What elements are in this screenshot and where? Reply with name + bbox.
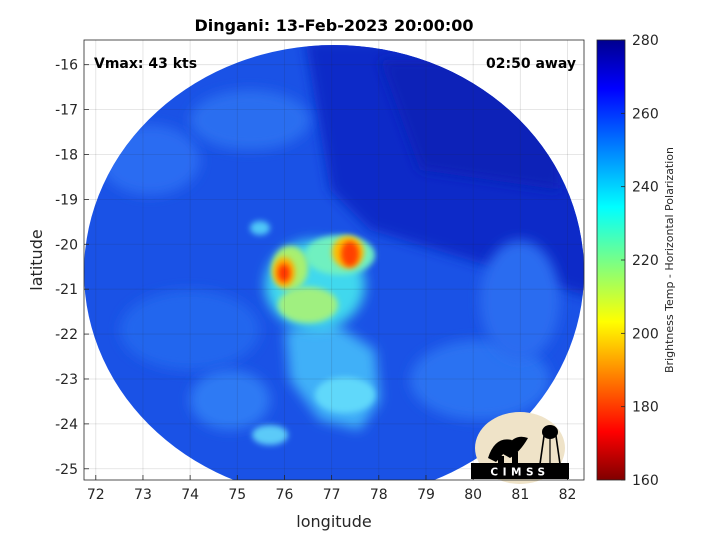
colorbar-tick-label: 220 <box>632 253 659 269</box>
x-tick-labels: 72 73 74 75 76 77 78 79 80 81 82 <box>87 487 577 503</box>
y-axis-label: latitude <box>27 229 46 290</box>
y-tick-label: -25 <box>55 462 78 478</box>
y-tick-label: -21 <box>55 282 78 298</box>
x-axis-label: longitude <box>296 512 371 531</box>
colorbar-ticks: 160 180 200 220 240 260 280 <box>621 33 659 489</box>
x-tick-label: 76 <box>276 487 294 503</box>
x-tick-label: 82 <box>559 487 577 503</box>
colorbar-label: Brightness Temp - Horizontal Polarizatio… <box>663 147 676 373</box>
x-tick-label: 74 <box>181 487 199 503</box>
y-tick-label: -17 <box>55 103 78 119</box>
colorbar-tick-label: 280 <box>632 33 659 49</box>
colorbar-tick-label: 180 <box>632 400 659 416</box>
colorbar-tick-label: 260 <box>632 106 659 122</box>
x-tick-label: 75 <box>228 487 246 503</box>
y-tick-label: -22 <box>55 327 78 343</box>
microwave-swath <box>84 45 584 480</box>
cimss-logo: CIMSS <box>471 412 569 484</box>
colorbar-tick-label: 200 <box>632 326 659 342</box>
colorbar-tick-label: 240 <box>632 180 659 196</box>
y-tick-label: -18 <box>55 147 78 163</box>
vmax-label: Vmax: 43 kts <box>94 56 197 72</box>
y-tick-label: -19 <box>55 192 78 208</box>
x-tick-label: 72 <box>87 487 105 503</box>
x-tick-label: 77 <box>323 487 341 503</box>
colorbar <box>596 39 626 481</box>
y-tick-labels: -16 -17 -18 -19 -20 -21 -22 -23 -24 -25 <box>55 58 78 478</box>
y-tick-label: -24 <box>55 417 78 433</box>
colorbar-tick-label: 160 <box>632 473 659 489</box>
chart-title: Dingani: 13-Feb-2023 20:00:00 <box>194 16 473 35</box>
time-away-label: 02:50 away <box>486 56 576 72</box>
y-tick-label: -20 <box>55 237 78 253</box>
x-tick-label: 78 <box>370 487 388 503</box>
x-tick-label: 79 <box>417 487 435 503</box>
plot-frame <box>83 39 585 481</box>
x-tick-label: 80 <box>464 487 482 503</box>
x-tick-label: 81 <box>511 487 529 503</box>
y-tick-label: -16 <box>55 58 78 74</box>
logo-text: CIMSS <box>490 467 549 479</box>
x-tick-label: 73 <box>134 487 152 503</box>
y-tick-label: -23 <box>55 372 78 388</box>
